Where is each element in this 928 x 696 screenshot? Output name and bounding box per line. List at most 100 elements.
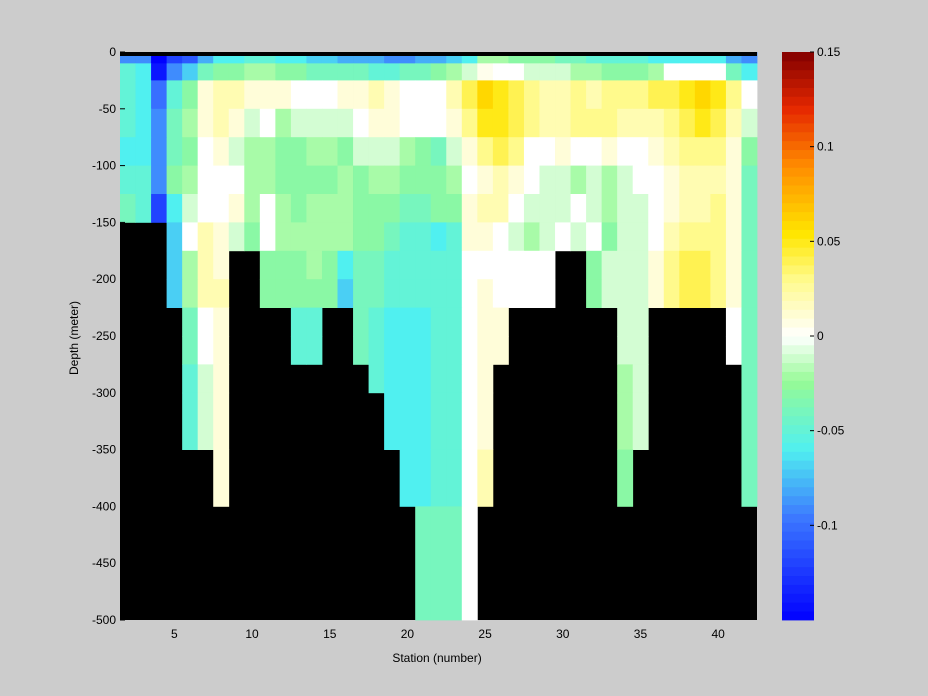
heatmap-cell <box>663 137 680 166</box>
y-tick-label: 0 <box>109 45 116 59</box>
heatmap-cell <box>244 194 261 223</box>
heatmap-cell <box>617 80 634 110</box>
heatmap-cell <box>275 137 292 166</box>
heatmap-cell <box>725 52 742 64</box>
heatmap-cell <box>166 194 183 223</box>
heatmap-cell <box>725 80 742 110</box>
colorbar-swatch <box>782 318 814 328</box>
heatmap-cell <box>399 80 416 110</box>
heatmap-cell <box>570 165 587 195</box>
heatmap-cell <box>663 80 680 110</box>
heatmap-cell <box>710 108 727 138</box>
heatmap-cell <box>632 63 649 81</box>
x-axis-label: Station (number) <box>392 651 481 665</box>
heatmap-cell <box>601 52 618 64</box>
colorbar-swatch <box>782 131 814 142</box>
heatmap-cell <box>741 392 758 450</box>
colorbar-swatch <box>782 593 814 603</box>
colorbar-swatch <box>782 87 814 97</box>
heatmap-cell <box>508 222 525 252</box>
heatmap-cell <box>679 250 696 280</box>
heatmap-cell <box>353 63 369 81</box>
heatmap-cell <box>461 307 478 337</box>
heatmap-cell <box>446 279 463 308</box>
heatmap-cell <box>508 80 525 110</box>
heatmap-cell <box>555 194 571 223</box>
heatmap-cell <box>555 80 571 110</box>
colorbar-swatch <box>782 273 814 284</box>
heatmap-cell <box>290 279 307 308</box>
heatmap-cell <box>120 194 136 223</box>
heatmap-cell <box>290 336 307 365</box>
heatmap-cell <box>228 80 245 110</box>
heatmap-cell <box>166 279 183 308</box>
heatmap-cell <box>586 222 603 252</box>
colorbar-swatch <box>782 344 814 355</box>
colorbar: 0.15 0.1 0.05 0 -0.05 -0.1 <box>782 45 845 621</box>
heatmap-cell <box>617 108 634 138</box>
heatmap-cell <box>694 63 711 81</box>
heatmap-cell <box>694 52 711 64</box>
heatmap-cell <box>694 222 711 252</box>
heatmap-cell <box>539 52 556 64</box>
heatmap-cell <box>508 165 525 195</box>
colorbar-swatch <box>782 522 814 532</box>
heatmap-cell <box>415 364 432 394</box>
heatmap-cell <box>461 108 478 138</box>
heatmap-cell <box>182 279 199 308</box>
heatmap-cell <box>617 364 634 394</box>
heatmap-cell <box>306 108 323 138</box>
heatmap-cell <box>508 52 525 64</box>
heatmap-cell <box>710 279 727 308</box>
heatmap-cell <box>539 137 556 166</box>
heatmap-cell <box>166 52 183 64</box>
colorbar-swatch <box>782 176 814 186</box>
heatmap-cell <box>415 250 432 280</box>
heatmap-cell <box>337 137 354 166</box>
heatmap-cell <box>213 392 230 450</box>
heatmap-cell <box>632 307 649 337</box>
heatmap-cell <box>446 80 463 110</box>
heatmap-cell <box>586 137 603 166</box>
heatmap-cell <box>259 194 276 223</box>
heatmap-cell <box>648 279 665 308</box>
heatmap-cell <box>337 52 354 64</box>
heatmap-cell <box>555 108 571 138</box>
heatmap-cell <box>384 63 401 81</box>
heatmap-cell <box>275 194 292 223</box>
colorbar-tick-label: 0.15 <box>817 45 841 59</box>
heatmap-cell <box>570 194 587 223</box>
heatmap-cell <box>446 364 463 394</box>
colorbar-swatch <box>782 415 814 426</box>
heatmap-cell <box>213 52 230 64</box>
heatmap-cell <box>337 165 354 195</box>
x-tick-label: 20 <box>401 627 415 641</box>
heatmap-cell <box>679 279 696 308</box>
heatmap-cell <box>290 222 307 252</box>
heatmap-cell <box>213 80 230 110</box>
heatmap-cell <box>446 307 463 337</box>
heatmap-cell <box>228 108 245 138</box>
colorbar-swatch <box>782 167 814 177</box>
heatmap-cell <box>337 80 354 110</box>
heatmap-cell <box>399 108 416 138</box>
heatmap-cell <box>539 63 556 81</box>
heatmap-cell <box>306 137 323 166</box>
heatmap-cell <box>523 250 540 280</box>
heatmap-cell <box>368 194 385 223</box>
colorbar-swatch <box>782 220 814 230</box>
heatmap-cell <box>368 222 385 252</box>
heatmap-cell <box>586 80 603 110</box>
heatmap-cell <box>135 108 152 138</box>
heatmap-cell <box>197 250 214 280</box>
heatmap-cell <box>399 137 416 166</box>
heatmap-cell <box>337 222 354 252</box>
heatmap-cell <box>399 392 416 450</box>
heatmap-cell <box>415 307 432 337</box>
heatmap-cell <box>151 137 168 166</box>
heatmap-cell <box>523 279 540 308</box>
heatmap-cell <box>617 392 634 450</box>
heatmap-cell <box>415 449 432 507</box>
heatmap-cell <box>741 364 758 394</box>
x-tick-label: 30 <box>556 627 570 641</box>
